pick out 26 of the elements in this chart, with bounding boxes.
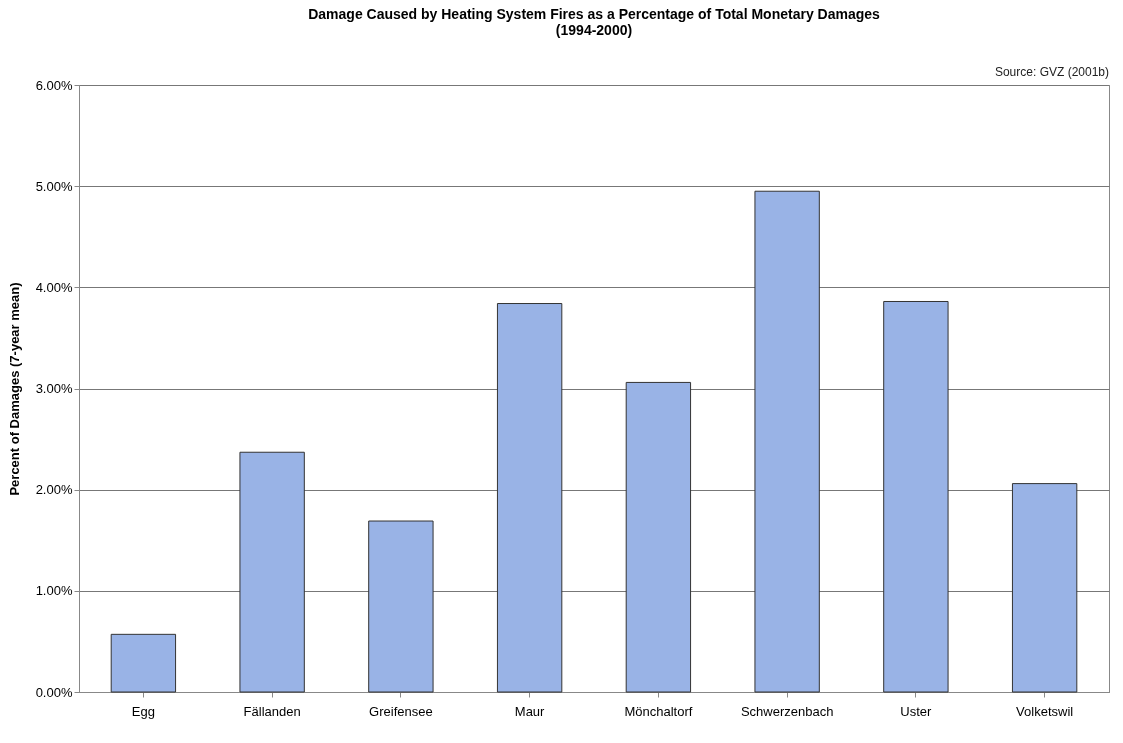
bar (368, 520, 434, 693)
y-tick-label: 5.00% (35, 178, 73, 194)
bar (754, 190, 820, 693)
y-tick-label: 1.00% (35, 583, 73, 599)
y-tick-label: 2.00% (35, 482, 73, 498)
x-tick-label: Greifensee (369, 703, 433, 719)
bar (625, 381, 692, 693)
x-tick-label: Schwerzenbach (740, 703, 834, 719)
bar (883, 301, 949, 693)
x-tick-label: Uster (900, 703, 933, 719)
bar (496, 303, 563, 693)
bar (1011, 483, 1078, 693)
x-tick-label: Egg (131, 703, 155, 719)
y-tick-label: 6.00% (35, 77, 73, 93)
x-tick-label: Volketswil (1016, 703, 1074, 719)
x-tick-label: Maur (514, 703, 546, 719)
source-note: Source: GVZ (2001b) (994, 65, 1109, 79)
bar (239, 451, 305, 693)
bar (110, 633, 177, 693)
x-tick-label: Mönchaltorf (624, 703, 693, 719)
y-tick-label: 4.00% (35, 279, 73, 295)
chart-title: Damage Caused by Heating System Fires as a Percentage of Total Monetary Damages (1994-2000) (308, 6, 881, 38)
y-tick-label: 0.00% (35, 684, 73, 700)
y-tick-label: 3.00% (35, 381, 73, 396)
x-tick-label: Fällanden (243, 703, 301, 719)
y-axis-title: Percent of Damages (7-year mean) (6, 282, 22, 496)
